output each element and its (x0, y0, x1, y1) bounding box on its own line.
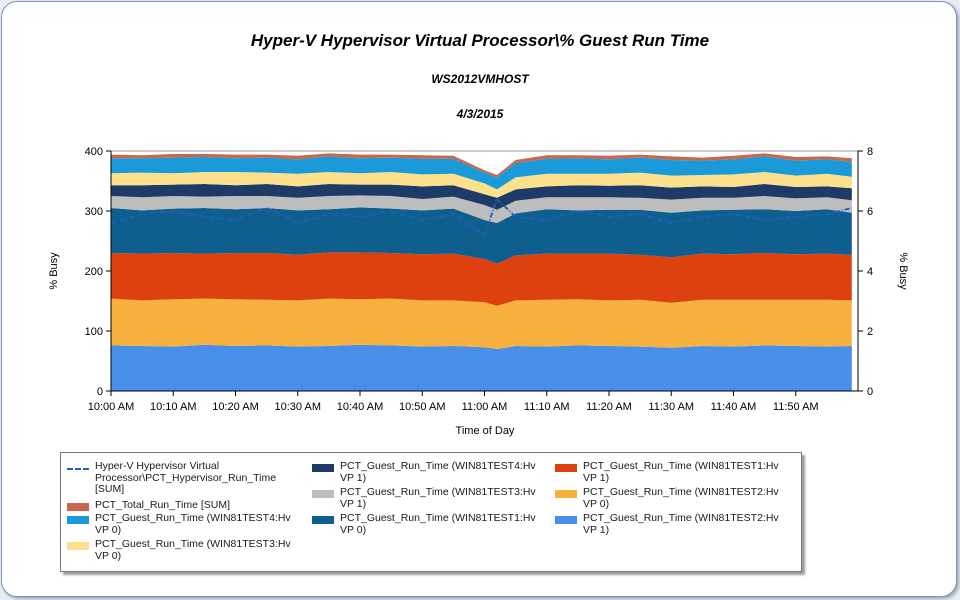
area-series-0 (111, 344, 852, 391)
legend-item: PCT_Guest_Run_Time (WIN81TEST1:Hv VP 0) (312, 512, 545, 536)
legend-item: PCT_Guest_Run_Time (WIN81TEST2:Hv VP 1) (555, 512, 788, 536)
y2-tick-label: 4 (867, 266, 873, 278)
y-tick-label: 0 (97, 386, 103, 398)
axes-layer: 0 100 200 300 400 0 2 4 6 8 10:00 AM 10:10 AM 10:20 … (85, 146, 873, 413)
x-tick-label: 10:10 AM (150, 401, 196, 413)
legend-swatch (67, 542, 89, 550)
legend-label: PCT_Guest_Run_Time (WIN81TEST2:Hv VP 0) (583, 486, 779, 510)
y-axis-label: % Busy (48, 252, 60, 290)
chart-title: Hyper-V Hypervisor Virtual Processor\% G… (250, 31, 710, 50)
area-layer (111, 153, 852, 391)
area-series-1 (111, 298, 852, 349)
legend-swatch (67, 516, 89, 524)
y2-tick-label: 2 (867, 326, 873, 338)
legend-item: PCT_Guest_Run_Time (WIN81TEST2:Hv VP 0) (555, 486, 788, 510)
legend-item: PCT_Guest_Run_Time (WIN81TEST4:Hv VP 0) (67, 512, 300, 536)
legend-swatch-line (67, 468, 89, 472)
legend-label: PCT_Guest_Run_Time (WIN81TEST3:Hv VP 0) (95, 538, 291, 562)
y-tick-label: 200 (85, 266, 103, 278)
x-tick-label: 11:40 AM (711, 401, 757, 413)
chart-date: 4/3/2015 (456, 107, 504, 121)
area-series-8 (111, 153, 852, 178)
legend-label: PCT_Guest_Run_Time (WIN81TEST3:Hv VP 1) (340, 486, 536, 510)
legend-swatch (555, 490, 577, 498)
legend-item: Hyper-V Hypervisor Virtual Processor\PCT… (67, 460, 300, 496)
y-tick-label: 400 (85, 146, 103, 158)
legend-swatch (555, 464, 577, 472)
area-series-4 (111, 195, 852, 223)
x-tick-label: 11:50 AM (773, 401, 819, 413)
x-tick-label: 11:10 AM (524, 401, 570, 413)
line-layer (110, 197, 853, 237)
legend-item: PCT_Total_Run_Time [SUM] (67, 499, 300, 512)
legend-label: PCT_Guest_Run_Time (WIN81TEST4:Hv VP 1) (340, 460, 536, 484)
legend-swatch (555, 516, 577, 524)
legend-item: PCT_Guest_Run_Time (WIN81TEST4:Hv VP 1) (312, 460, 545, 484)
legend-item: PCT_Guest_Run_Time (WIN81TEST3:Hv VP 1) (312, 486, 545, 510)
legend-label: Hyper-V Hypervisor Virtual Processor\PCT… (95, 460, 277, 495)
legend-label: PCT_Guest_Run_Time (WIN81TEST2:Hv VP 1) (583, 512, 779, 536)
x-tick-label: 10:20 AM (212, 401, 258, 413)
legend-label: PCT_Guest_Run_Time (WIN81TEST1:Hv VP 1) (583, 460, 779, 484)
x-tick-label: 10:40 AM (337, 401, 383, 413)
y2-axis-label: % Busy (897, 252, 909, 290)
legend-label: PCT_Guest_Run_Time (WIN81TEST1:Hv VP 0) (340, 512, 536, 536)
y-tick-label: 300 (85, 206, 103, 218)
area-series-5 (111, 184, 852, 210)
legend-swatch (312, 516, 334, 524)
legend-swatch (67, 503, 89, 511)
x-tick-label: 11:30 AM (648, 401, 694, 413)
legend: Hyper-V Hypervisor Virtual Processor\PCT… (60, 452, 802, 572)
x-tick-label: 10:00 AM (88, 401, 134, 413)
x-tick-label: 11:00 AM (462, 401, 508, 413)
legend-swatch (312, 464, 334, 472)
legend-label: PCT_Total_Run_Time [SUM] (95, 499, 230, 511)
area-series-7 (111, 156, 852, 190)
y-tick-label: 100 (85, 326, 103, 338)
legend-swatch (312, 490, 334, 498)
chart-subtitle: WS2012VMHOST (431, 72, 529, 86)
y2-tick-label: 6 (867, 206, 873, 218)
area-series-2 (111, 252, 852, 306)
line-series-hypervisor (110, 197, 853, 237)
x-tick-label: 10:50 AM (399, 401, 445, 413)
x-tick-label: 11:20 AM (586, 401, 632, 413)
area-series-6 (111, 172, 852, 198)
x-axis-label: Time of Day (456, 425, 515, 437)
x-tick-label: 10:30 AM (275, 401, 321, 413)
legend-item: PCT_Guest_Run_Time (WIN81TEST3:Hv VP 0) (67, 538, 300, 562)
y2-tick-label: 8 (867, 146, 873, 158)
legend-label: PCT_Guest_Run_Time (WIN81TEST4:Hv VP 0) (95, 512, 291, 536)
y2-tick-label: 0 (867, 386, 873, 398)
legend-item: PCT_Guest_Run_Time (WIN81TEST1:Hv VP 1) (555, 460, 788, 484)
